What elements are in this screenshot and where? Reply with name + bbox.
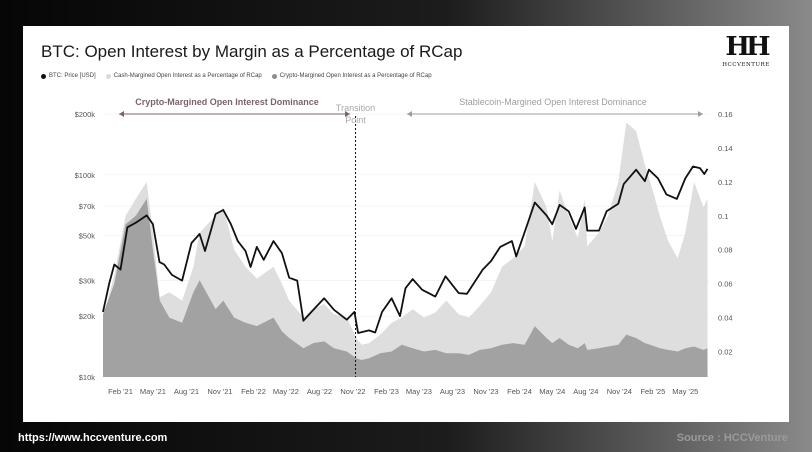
chart-title: BTC: Open Interest by Margin as a Percen… — [41, 42, 463, 61]
x-tick-label-15: Nov '24 — [607, 387, 632, 396]
x-tick-label-14: Aug '24 — [573, 387, 598, 396]
y-right-tick-label-1: 0.04 — [718, 314, 733, 323]
y-right-tick-label-7: 0.16 — [718, 110, 733, 119]
y-left-tick-label-1: $20k — [79, 312, 96, 321]
x-tick-label-11: Nov '23 — [473, 387, 498, 396]
x-tick-label-12: Feb '24 — [507, 387, 532, 396]
legend-swatch-cash — [105, 73, 111, 79]
x-tick-label-4: Feb '22 — [241, 387, 266, 396]
chart-card: BTC: Open Interest by Margin as a Percen… — [23, 26, 789, 422]
legend-label-crypto: Crypto-Margined Open Interest as a Perce… — [279, 73, 432, 79]
legend-swatch-crypto — [271, 73, 277, 79]
x-tick-label-3: Nov '21 — [207, 387, 232, 396]
y-right-tick-label-6: 0.14 — [718, 144, 733, 153]
cash-margined-area — [103, 122, 708, 377]
y-right-tick-label-5: 0.12 — [718, 178, 733, 187]
left-region-label: Crypto-Margined Open Interest Dominance — [135, 97, 319, 107]
x-tick-label-8: Feb '23 — [374, 387, 399, 396]
left-region-arrowhead-right — [345, 111, 350, 117]
chart-svg: $10k $20k $30k $50k $70k $100k $200k 0.02 0.04 0.… — [75, 97, 733, 396]
legend-item-price: BTC: Price [USD] — [41, 73, 96, 79]
legend-label-cash: Cash-Margined Open Interest as a Percent… — [113, 73, 262, 79]
right-region-arrowhead-left — [407, 111, 412, 117]
footer-source: Source : HCCVenture — [676, 432, 788, 444]
y-left-tick-label-6: $200k — [75, 110, 96, 119]
logo-text: HCCVENTURE — [722, 62, 770, 68]
x-tick-label-1: May '21 — [140, 387, 166, 396]
legend-item-crypto: Crypto-Margined Open Interest as a Perce… — [271, 73, 432, 79]
x-tick-label-6: Aug '22 — [307, 387, 332, 396]
legend-item-cash: Cash-Margined Open Interest as a Percent… — [105, 73, 262, 79]
x-tick-label-9: May '23 — [406, 387, 432, 396]
left-region-arrowhead-left — [119, 111, 124, 117]
x-tick-label-0: Feb '21 — [108, 387, 133, 396]
y-left-tick-label-2: $30k — [79, 277, 96, 286]
logo-mark: HH — [725, 32, 770, 62]
legend-label-price: BTC: Price [USD] — [49, 73, 96, 79]
y-right-tick-label-0: 0.02 — [718, 348, 733, 357]
y-left-tick-label-4: $70k — [79, 202, 96, 211]
x-tick-label-5: May '22 — [273, 387, 299, 396]
chart-legend: BTC: Price [USD] Cash-Margined Open Inte… — [41, 73, 432, 79]
x-tick-label-10: Aug '23 — [440, 387, 465, 396]
y-right-tick-label-3: 0.08 — [718, 246, 733, 255]
y-left-tick-label-0: $10k — [79, 373, 96, 382]
right-region-arrowhead-right — [698, 111, 703, 117]
transition-label-2: Point — [345, 115, 366, 125]
x-tick-label-16: Feb '25 — [640, 387, 665, 396]
btc-price-line — [102, 165, 709, 334]
y-left-tick-label-3: $50k — [79, 232, 96, 241]
y-right-tick-label-4: 0.1 — [718, 212, 728, 221]
x-tick-label-17: May '25 — [672, 387, 698, 396]
hccventure-logo: HH HCCVENTURE — [721, 32, 771, 68]
crypto-margined-area — [103, 198, 708, 377]
y-right-tick-label-2: 0.06 — [718, 280, 733, 289]
transition-label-1: Transition — [336, 103, 375, 113]
y-left-tick-label-5: $100k — [75, 171, 96, 180]
x-tick-label-7: Nov '22 — [340, 387, 365, 396]
footer-url[interactable]: https://www.hccventure.com — [18, 432, 168, 444]
x-tick-label-13: May '24 — [539, 387, 565, 396]
x-tick-label-2: Aug '21 — [174, 387, 199, 396]
right-region-label: Stablecoin-Margined Open Interest Domina… — [459, 97, 647, 107]
legend-swatch-price — [41, 73, 46, 79]
